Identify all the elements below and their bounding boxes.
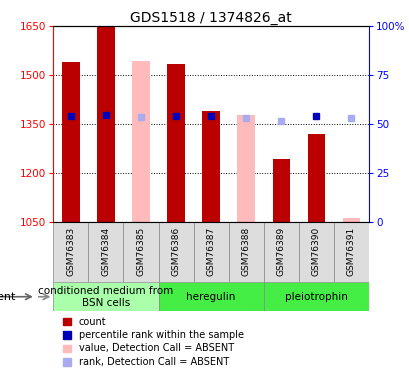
Bar xyxy=(53,222,88,282)
Text: agent: agent xyxy=(0,292,16,302)
Text: value, Detection Call = ABSENT: value, Detection Call = ABSENT xyxy=(79,344,233,354)
Bar xyxy=(272,159,289,222)
Text: percentile rank within the sample: percentile rank within the sample xyxy=(79,330,243,340)
Text: GSM76384: GSM76384 xyxy=(101,227,110,276)
Text: GSM76388: GSM76388 xyxy=(241,227,250,276)
Bar xyxy=(132,61,149,222)
Bar xyxy=(298,222,333,282)
Text: rank, Detection Call = ABSENT: rank, Detection Call = ABSENT xyxy=(79,357,228,367)
Text: GSM76391: GSM76391 xyxy=(346,227,355,276)
Bar xyxy=(237,114,254,222)
Bar xyxy=(263,282,368,312)
Bar xyxy=(63,358,70,366)
Bar xyxy=(88,222,123,282)
Text: heregulin: heregulin xyxy=(186,292,235,302)
Bar xyxy=(167,64,184,222)
Bar xyxy=(53,282,158,312)
Text: GSM76383: GSM76383 xyxy=(66,227,75,276)
Bar xyxy=(307,134,324,222)
Bar xyxy=(342,217,360,222)
Bar xyxy=(97,27,115,222)
Text: GSM76386: GSM76386 xyxy=(171,227,180,276)
Bar xyxy=(63,318,70,325)
Bar xyxy=(63,345,70,352)
Title: GDS1518 / 1374826_at: GDS1518 / 1374826_at xyxy=(130,11,291,25)
Bar xyxy=(228,222,263,282)
Bar xyxy=(333,222,368,282)
Bar xyxy=(202,111,219,222)
Text: GSM76387: GSM76387 xyxy=(206,227,215,276)
Bar xyxy=(62,62,79,222)
Text: GSM76385: GSM76385 xyxy=(136,227,145,276)
Bar xyxy=(193,222,228,282)
Text: GSM76390: GSM76390 xyxy=(311,227,320,276)
Bar xyxy=(158,282,263,312)
Bar xyxy=(158,222,193,282)
Text: pleiotrophin: pleiotrophin xyxy=(284,292,347,302)
Text: GSM76389: GSM76389 xyxy=(276,227,285,276)
Text: conditioned medium from
BSN cells: conditioned medium from BSN cells xyxy=(38,286,173,308)
Bar xyxy=(123,222,158,282)
Text: count: count xyxy=(79,316,106,327)
Bar xyxy=(263,222,298,282)
Bar xyxy=(63,332,70,339)
